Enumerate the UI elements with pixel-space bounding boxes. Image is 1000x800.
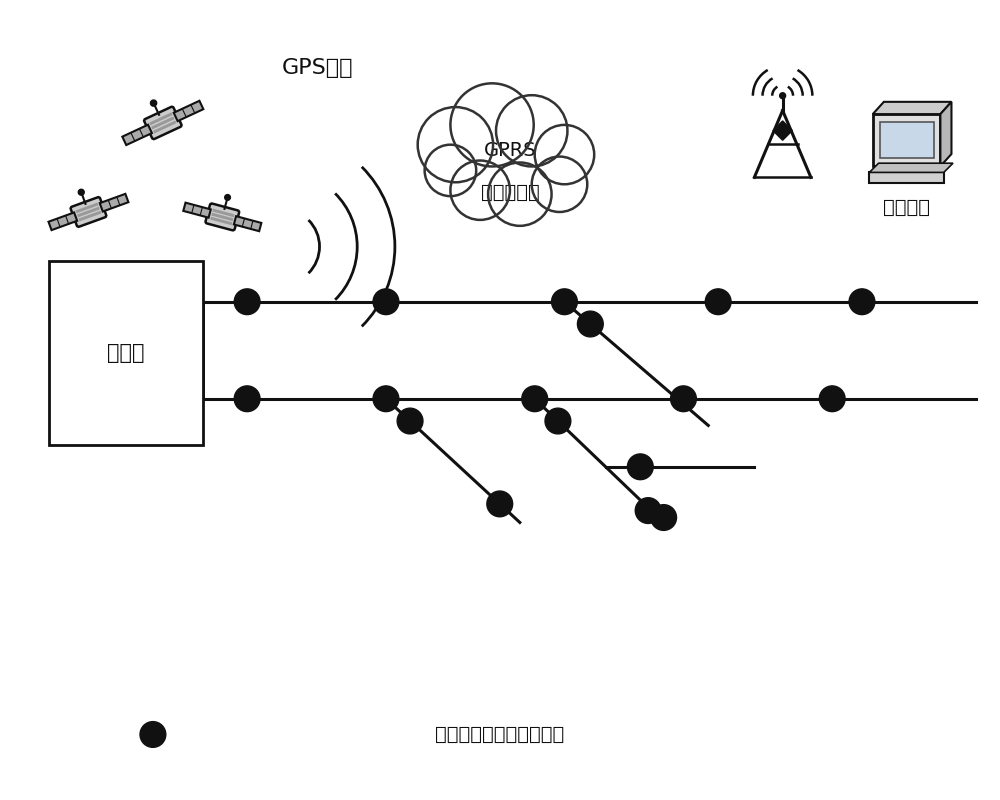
Bar xyxy=(869,172,944,183)
Bar xyxy=(100,194,128,211)
Circle shape xyxy=(522,386,548,412)
Text: 装有故障定位装置的节点: 装有故障定位装置的节点 xyxy=(435,725,565,744)
Text: 变电站: 变电站 xyxy=(107,343,144,363)
Text: 授时: 授时 xyxy=(133,272,157,290)
Text: GPS卫星: GPS卫星 xyxy=(282,58,353,78)
Bar xyxy=(211,213,233,222)
Bar xyxy=(880,122,934,158)
FancyBboxPatch shape xyxy=(144,106,182,139)
Bar xyxy=(48,213,77,230)
Circle shape xyxy=(552,289,577,314)
Circle shape xyxy=(651,505,677,530)
Circle shape xyxy=(705,289,731,314)
Bar xyxy=(78,210,101,222)
Circle shape xyxy=(225,194,230,200)
Circle shape xyxy=(496,95,567,166)
Polygon shape xyxy=(873,102,951,114)
Circle shape xyxy=(234,386,260,412)
Circle shape xyxy=(849,289,875,314)
Bar xyxy=(149,112,173,126)
Bar xyxy=(77,206,100,218)
Circle shape xyxy=(627,454,653,480)
Circle shape xyxy=(450,83,534,166)
Circle shape xyxy=(150,100,157,106)
FancyBboxPatch shape xyxy=(71,197,106,227)
Polygon shape xyxy=(773,121,792,140)
Circle shape xyxy=(532,157,587,212)
Bar xyxy=(174,101,203,121)
Bar xyxy=(122,125,152,145)
Circle shape xyxy=(545,408,571,434)
Bar xyxy=(873,114,940,166)
Bar xyxy=(210,217,232,226)
Bar xyxy=(212,209,235,218)
Bar xyxy=(76,202,98,214)
Bar xyxy=(183,202,211,218)
Circle shape xyxy=(450,161,510,220)
Circle shape xyxy=(425,145,476,196)
Polygon shape xyxy=(940,102,951,166)
Bar xyxy=(234,216,261,231)
Circle shape xyxy=(535,125,594,184)
Circle shape xyxy=(635,498,661,523)
Bar xyxy=(151,117,175,130)
Circle shape xyxy=(780,93,786,98)
Circle shape xyxy=(140,722,166,747)
Circle shape xyxy=(397,408,423,434)
FancyBboxPatch shape xyxy=(206,203,239,230)
Text: 监控主站: 监控主站 xyxy=(883,198,930,217)
Bar xyxy=(153,121,176,134)
Circle shape xyxy=(373,386,399,412)
Polygon shape xyxy=(869,163,953,172)
Bar xyxy=(49,262,203,445)
Circle shape xyxy=(234,289,260,314)
Text: 移动通信网: 移动通信网 xyxy=(481,182,539,202)
Circle shape xyxy=(488,162,552,226)
Circle shape xyxy=(819,386,845,412)
Circle shape xyxy=(418,107,493,182)
Circle shape xyxy=(577,311,603,337)
Circle shape xyxy=(671,386,696,412)
Circle shape xyxy=(78,190,84,195)
Circle shape xyxy=(373,289,399,314)
Text: GPRS: GPRS xyxy=(484,141,536,160)
Circle shape xyxy=(487,491,513,517)
